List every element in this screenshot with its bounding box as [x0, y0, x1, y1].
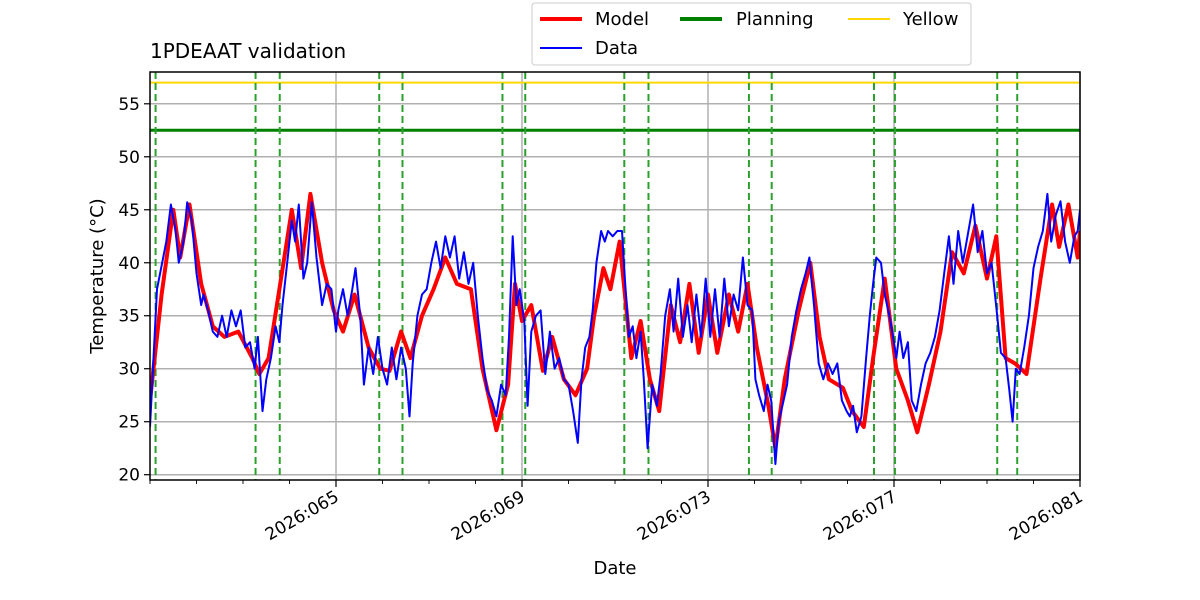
chart-title: 1PDEAAT validation — [150, 39, 346, 63]
y-tick-label: 40 — [118, 254, 140, 274]
y-tick-label: 30 — [118, 360, 140, 380]
y-axis-label: Temperature (°C) — [87, 198, 108, 354]
y-tick-label: 45 — [118, 201, 140, 221]
legend-data-label: Data — [595, 38, 638, 59]
legend-planning-label: Planning — [736, 9, 814, 30]
data-series-line — [150, 192, 1080, 466]
legend: Model Data Planning Yellow — [531, 2, 972, 66]
legend-model-label: Model — [595, 9, 649, 30]
y-tick-label: 55 — [118, 95, 140, 115]
y-tick-label: 35 — [118, 307, 140, 327]
y-axis-ticks: 20 25 30 35 40 45 50 55 — [118, 95, 150, 486]
y-tick-label: 25 — [118, 413, 140, 433]
legend-yellow-label: Yellow — [902, 9, 958, 30]
y-tick-label: 20 — [118, 466, 140, 486]
x-axis-label: Date — [593, 558, 636, 579]
y-tick-label: 50 — [118, 148, 140, 168]
